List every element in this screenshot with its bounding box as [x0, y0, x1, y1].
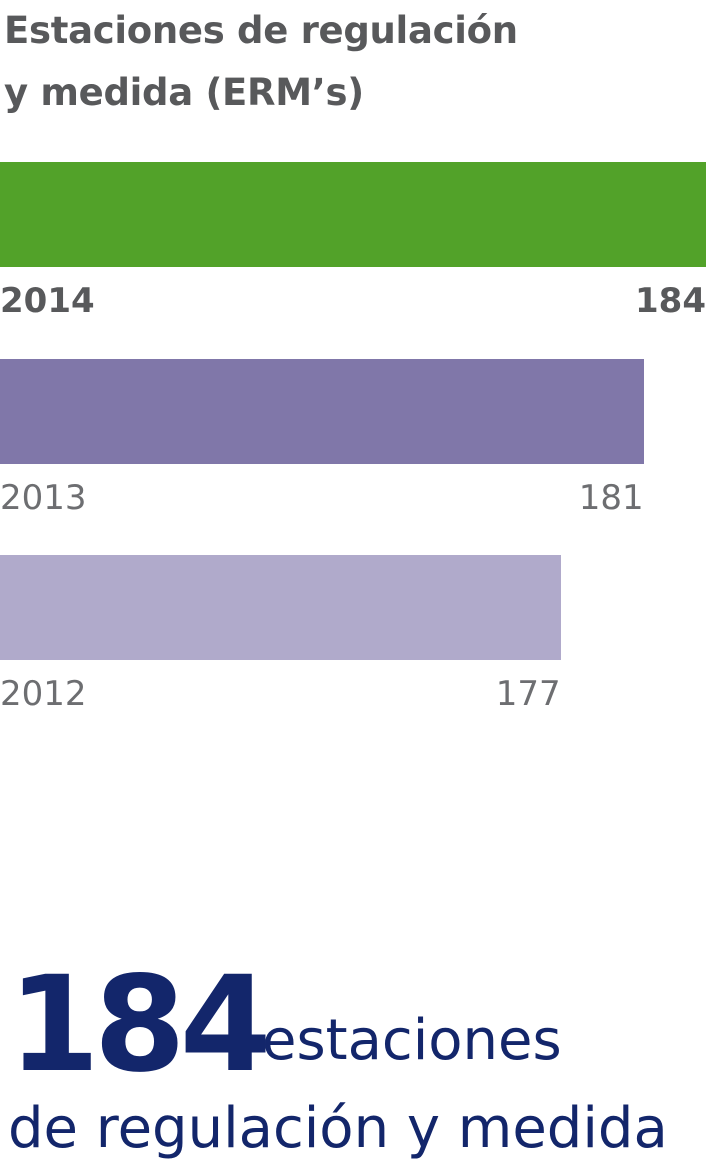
chart-title-line-2: y medida (ERM’s) — [4, 71, 364, 114]
category-label-2012: 2012 — [0, 674, 87, 714]
value-label-2012: 177 — [495, 674, 561, 714]
bar-2013 — [0, 358, 644, 464]
value-label-2014: 184 — [635, 281, 706, 321]
summary-number: 184 — [8, 948, 272, 1102]
category-label-2014: 2014 — [0, 281, 95, 321]
summary-text-line-2: de regulación y medida — [8, 1096, 668, 1161]
bar-2014 — [0, 162, 706, 267]
chart-title-line-1: Estaciones de regulación — [4, 9, 518, 52]
value-label-2013: 181 — [578, 477, 644, 518]
bar-2012 — [0, 555, 561, 660]
summary-text-line-1: estaciones — [262, 1008, 562, 1073]
category-label-2013: 2013 — [0, 477, 87, 518]
chart-title: Estaciones de regulación y medida (ERM’s… — [4, 0, 704, 124]
